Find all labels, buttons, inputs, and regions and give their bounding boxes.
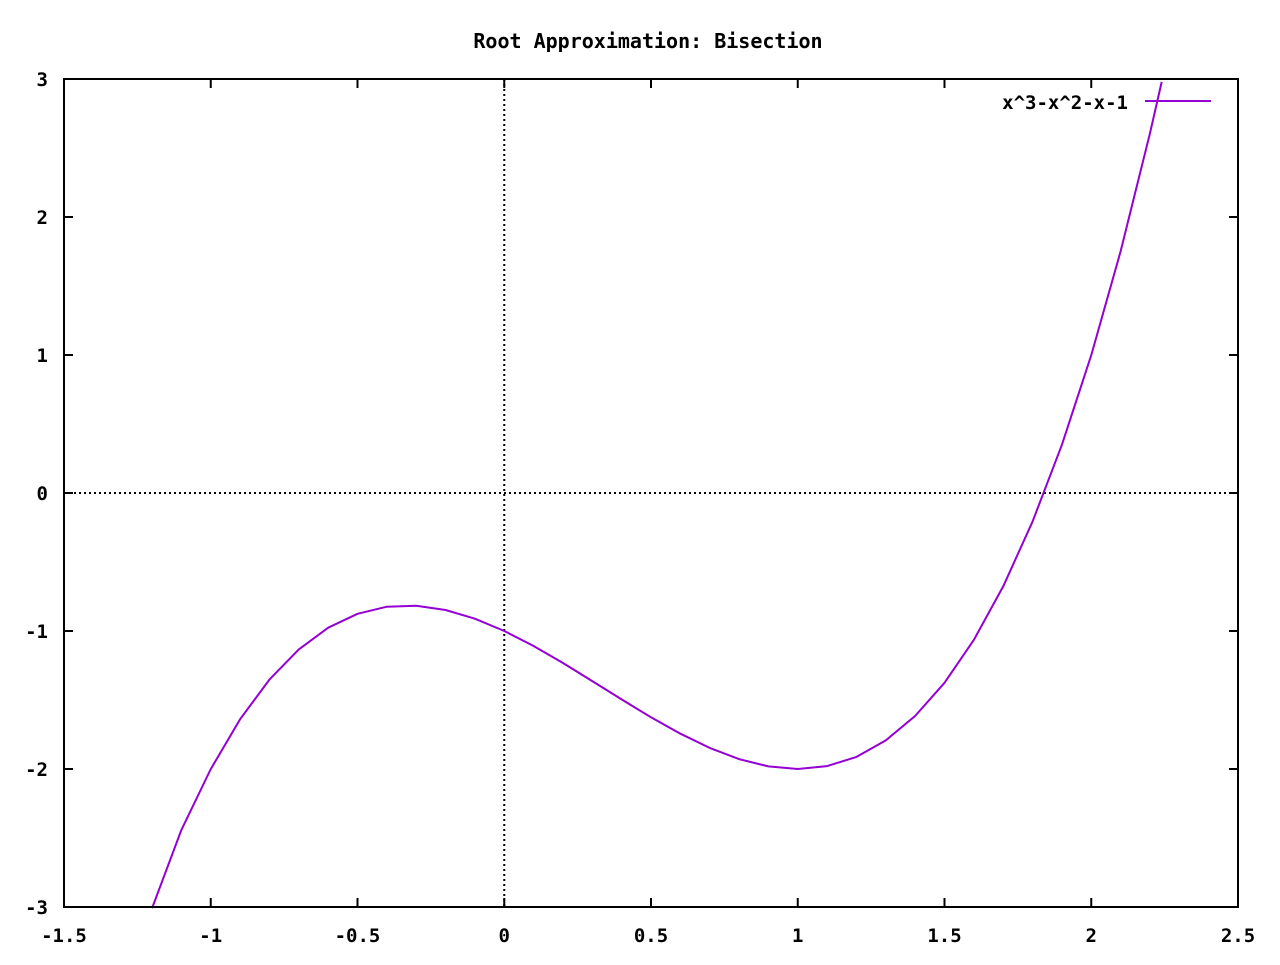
x-tick-label: 2.5: [1221, 925, 1255, 947]
legend-label: x^3-x^2-x-1: [1002, 92, 1128, 114]
tick-labels: -1.5 -1 -0.5 0 0.5 1 1.5 2 2.5 -3 -2 -1 0 1 2 3: [25, 69, 1255, 947]
y-tick-label: 2: [37, 207, 48, 229]
plot-frame: [63, 78, 1239, 908]
y-tick-label: 0: [37, 483, 48, 505]
y-tick-label: -3: [25, 897, 48, 919]
x-tick-label: -1.5: [41, 925, 87, 947]
zero-axes: [64, 79, 1238, 907]
x-tick-label: 0.5: [634, 925, 668, 947]
x-tick-label: 2: [1086, 925, 1097, 947]
y-tick-label: -2: [25, 759, 48, 781]
x-tick-label: 0: [499, 925, 510, 947]
x-tick-label: -1: [199, 925, 222, 947]
chart-title: Root Approximation: Bisection: [473, 29, 822, 53]
series-line: [151, 81, 1163, 909]
x-tick-label: -0.5: [335, 925, 381, 947]
series-layer: [151, 81, 1163, 909]
x-tick-label: 1.5: [927, 925, 961, 947]
y-tick-label: -1: [25, 621, 48, 643]
x-tick-label: 1: [792, 925, 803, 947]
y-tick-label: 3: [37, 69, 48, 91]
legend: x^3-x^2-x-1: [1002, 92, 1211, 114]
y-tick-label: 1: [37, 345, 48, 367]
